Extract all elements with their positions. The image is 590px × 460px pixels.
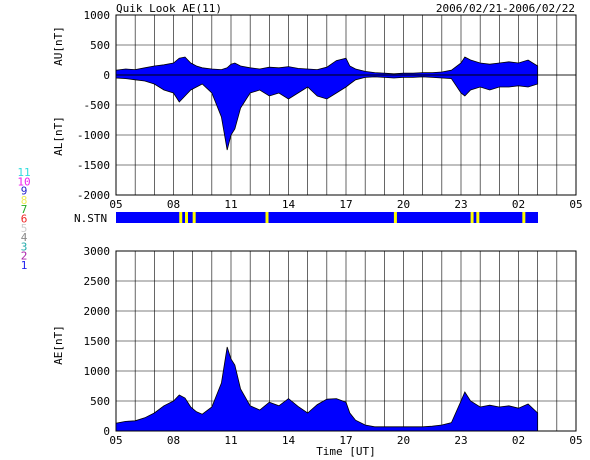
au-al-series [115,56,576,151]
figure-title: Quik Look AE(11) [116,2,222,15]
n-stn-marker [265,212,269,223]
au-al-x-tick-label: 23 [454,198,467,211]
n-stn-label: N.STN [74,212,107,225]
au-ylabel: AU[nT] [52,26,65,66]
au-al-y-tick-labels: 1000 500 0 -500 -1000 -1500 -2000 [77,9,110,202]
ae-y-tick-label: 2500 [84,275,111,288]
au-al-series-au [115,56,539,76]
n-stn-marker [522,212,526,223]
date-range: 2006/02/21-2006/02/22 [436,2,575,15]
au-al-y-tick-label: -500 [84,99,111,112]
au-al-x-tick-label: 05 [109,198,122,211]
au-al-x-tick-label: 02 [512,198,525,211]
au-al-x-tick-label: 20 [397,198,410,211]
au-al-y-tick-label: -1500 [77,159,110,172]
ae-x-tick-label: 05 [109,434,122,447]
n-stn-bar [116,212,538,223]
n-stn-marker [179,212,183,223]
au-al-y-tick-label: -2000 [77,189,110,202]
legend-entry-10: 10 [17,175,30,188]
n-stn-marker [393,212,397,223]
au-al-panel: 1000 500 0 -500 -1000 -1500 -2000 05 08 11 14 17 20… [52,9,583,211]
ae-x-tick-label: 20 [397,434,410,447]
legend-entry-6: 6 [21,213,28,226]
legend-entry-3: 3 [21,240,28,253]
au-al-x-tick-label: 14 [282,198,296,211]
legend-entry-7: 7 [21,203,28,216]
n-stn-marker [185,212,188,223]
au-al-x-tick-label: 11 [224,198,237,211]
ae-x-tick-label: 11 [224,434,237,447]
n-stn-marker [470,212,474,223]
ae-series [115,346,576,432]
legend-entry-8: 8 [21,194,28,207]
ae-x-tick-label: 17 [339,434,352,447]
au-al-series-al [115,74,539,151]
ae-y-tick-label: 500 [90,395,110,408]
n-stn-markers [179,212,526,223]
time-xlabel: Time [UT] [316,445,376,458]
legend-entry-9: 9 [21,185,28,198]
au-al-y-tick-label: -1000 [77,129,110,142]
ae-x-tick-label: 02 [512,434,525,447]
ae-y-tick-label: 0 [103,425,110,438]
legend-entry-5: 5 [21,222,28,235]
ae-y-tick-label: 2000 [84,305,111,318]
au-al-x-tick-label: 17 [339,198,352,211]
au-al-x-tick-labels: 05 08 11 14 17 20 23 02 05 [109,198,582,211]
au-al-y-tick-label: 500 [90,39,110,52]
au-al-y-tick-label: 1000 [84,9,111,22]
ae-y-tick-labels: 3000 2500 2000 1500 1000 500 0 [84,245,111,438]
ae-y-tick-label: 1500 [84,335,111,348]
ae-series-ae [115,346,539,432]
ae-ylabel: AE[nT] [52,325,65,365]
legend-entry-11: 11 [17,166,30,179]
ae-x-tick-label: 08 [167,434,180,447]
legend-entry-4: 4 [21,231,28,244]
al-ylabel: AL[nT] [52,116,65,156]
n-stn-marker [476,212,480,223]
ae-x-tick-labels: 05 08 11 14 17 20 23 02 05 [109,434,582,447]
au-al-x-tick-label: 08 [167,198,180,211]
ae-x-tick-label: 23 [454,434,467,447]
au-al-y-tick-label: 0 [103,69,110,82]
au-al-x-tick-label: 05 [569,198,582,211]
ae-y-tick-label: 3000 [84,245,111,258]
ae-x-tick-label: 05 [569,434,582,447]
legend-entry-1: 1 [21,259,28,272]
legend-entry-2: 2 [21,250,28,263]
n-stn-marker [192,212,196,223]
ae-x-tick-label: 14 [282,434,296,447]
ae-y-tick-label: 1000 [84,365,111,378]
